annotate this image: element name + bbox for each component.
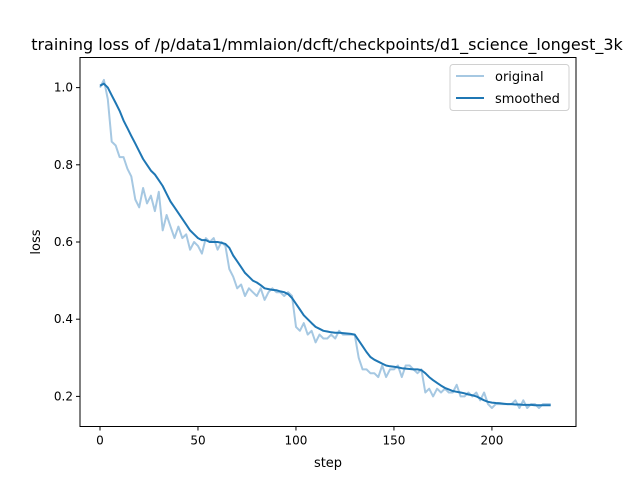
- y-tick-label: 0.8: [54, 158, 73, 172]
- y-tick-label: 0.2: [54, 389, 73, 403]
- x-tick-label: 100: [285, 434, 308, 448]
- x-tick-label: 50: [190, 434, 205, 448]
- legend: original smoothed: [449, 64, 570, 111]
- y-tick-label: 0.4: [54, 312, 73, 326]
- legend-label-original: original: [495, 70, 544, 85]
- x-axis-label: step: [314, 456, 342, 471]
- chart-title: training loss of /p/data1/mmlaion/dcft/c…: [31, 35, 623, 55]
- series-line-smoothed: [99, 82, 551, 407]
- y-axis-label: loss: [29, 229, 44, 254]
- x-tick-label: 150: [382, 434, 405, 448]
- series-line-original: [99, 78, 551, 409]
- y-tick-label: 1.0: [54, 81, 73, 95]
- axes-frame: [79, 57, 577, 427]
- series-layer: [99, 78, 551, 409]
- legend-label-smoothed: smoothed: [495, 92, 560, 107]
- y-tick-label: 0.6: [54, 235, 73, 249]
- ticks: 0 50 100 150 200 0.2 0.4 0.6 0.8 1.0: [54, 81, 503, 448]
- x-tick-label: 200: [480, 434, 503, 448]
- x-tick-label: 0: [96, 434, 104, 448]
